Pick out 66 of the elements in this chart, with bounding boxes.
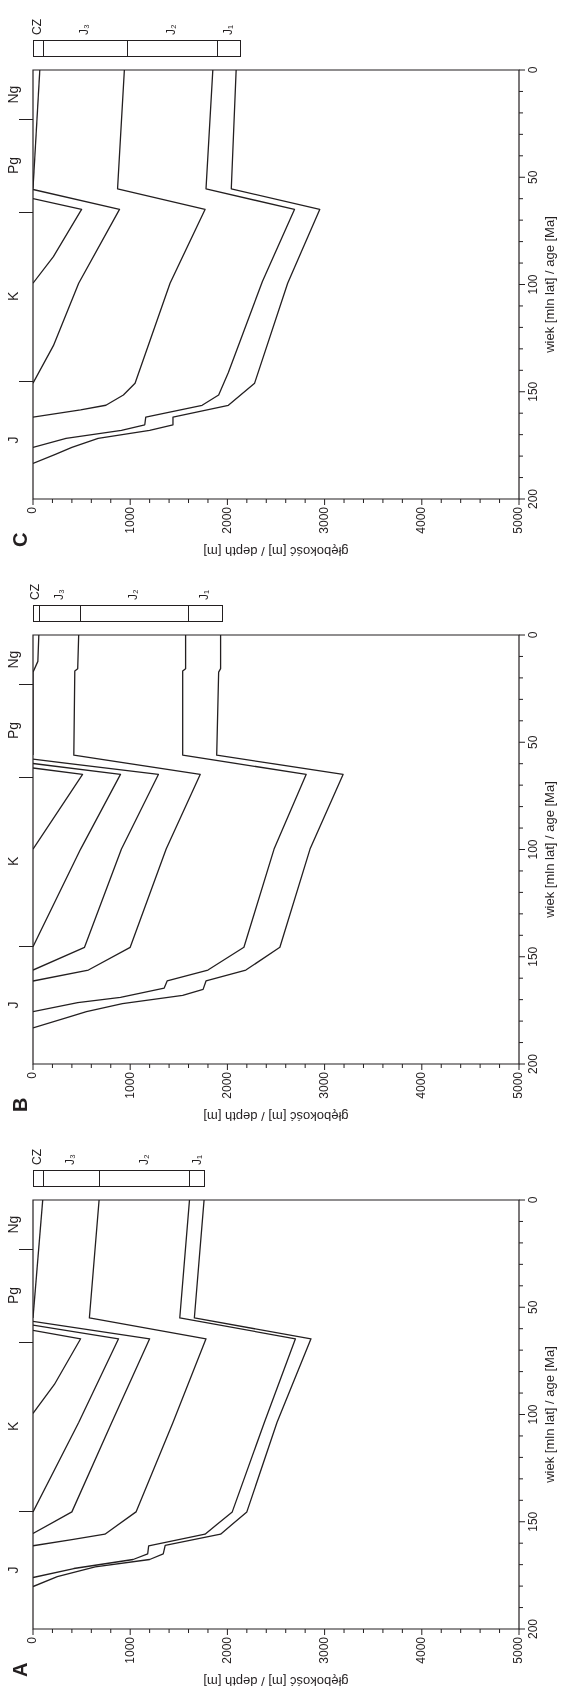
y-tick-label: 100 [526,839,541,860]
text: K [4,855,21,866]
text: J₃ [51,589,66,600]
x-tick-label: 5000 [511,1071,526,1099]
text: J₂ [125,589,140,600]
text: B [8,1097,31,1112]
x-tick-label: 2000 [219,506,234,534]
text: J₂ [164,24,179,35]
x-axis-title: głębokość [m] / depth [m] [203,544,349,560]
y-tick-label: 150 [526,1511,541,1532]
text: J [4,1001,21,1009]
y-tick-label: 100 [526,1404,541,1425]
text: J [4,436,21,444]
text: J₁ [221,24,236,35]
y-tick-label: 50 [526,170,541,184]
y-tick-label: 50 [526,1300,541,1314]
y-tick-label: 0 [526,1196,541,1204]
text: CZ [30,19,45,35]
text: CZ [28,584,43,600]
x-tick-label: 4000 [414,1636,429,1664]
text: Pg [4,721,21,740]
y-axis-title: wiek [mln lat] / age [Ma] [542,216,558,354]
text: Ng [4,650,21,669]
y-tick-label: 100 [526,274,541,295]
y-tick-label: 150 [526,946,541,967]
x-tick-label: 1000 [122,1636,137,1664]
x-tick-label: 2000 [219,1636,234,1664]
x-tick-label: 4000 [414,506,429,534]
x-tick-label: 0 [25,1071,40,1079]
x-tick-label: 3000 [316,1071,331,1099]
y-axis-title: wiek [mln lat] / age [Ma] [542,1346,558,1484]
x-axis-title: głębokość [m] / depth [m] [203,1109,349,1125]
text: J [4,1566,21,1574]
text: J₃ [63,1154,78,1165]
y-tick-label: 50 [526,735,541,749]
y-tick-label: 150 [526,381,541,402]
text: A [8,1662,31,1677]
y-tick-label: 200 [526,1618,541,1640]
x-tick-label: 1000 [122,1071,137,1099]
y-axis-title: wiek [mln lat] / age [Ma] [542,781,558,919]
text: Ng [4,85,21,104]
x-tick-label: 3000 [316,506,331,534]
text: J₁ [197,589,212,600]
text: J₂ [136,1154,151,1165]
text: C [8,532,31,547]
x-tick-label: 4000 [414,1071,429,1099]
text: Pg [4,1286,21,1305]
text: K [4,290,21,301]
x-tick-label: 5000 [511,506,526,534]
text: Pg [4,156,21,175]
x-tick-label: 1000 [122,506,137,534]
y-tick-label: 0 [526,631,541,639]
x-tick-label: 5000 [511,1636,526,1664]
text: J₁ [189,1154,204,1165]
text: K [4,1420,21,1431]
y-tick-label: 200 [526,1053,541,1075]
x-tick-label: 0 [25,506,40,514]
x-tick-label: 3000 [316,1636,331,1664]
x-axis-title: głębokość [m] / depth [m] [203,1674,349,1690]
text: CZ [30,1149,45,1165]
x-tick-label: 2000 [219,1071,234,1099]
y-tick-label: 200 [526,488,541,510]
text: Ng [4,1215,21,1234]
text: J₃ [77,24,92,35]
y-tick-label: 0 [526,66,541,74]
x-tick-label: 0 [25,1636,40,1644]
